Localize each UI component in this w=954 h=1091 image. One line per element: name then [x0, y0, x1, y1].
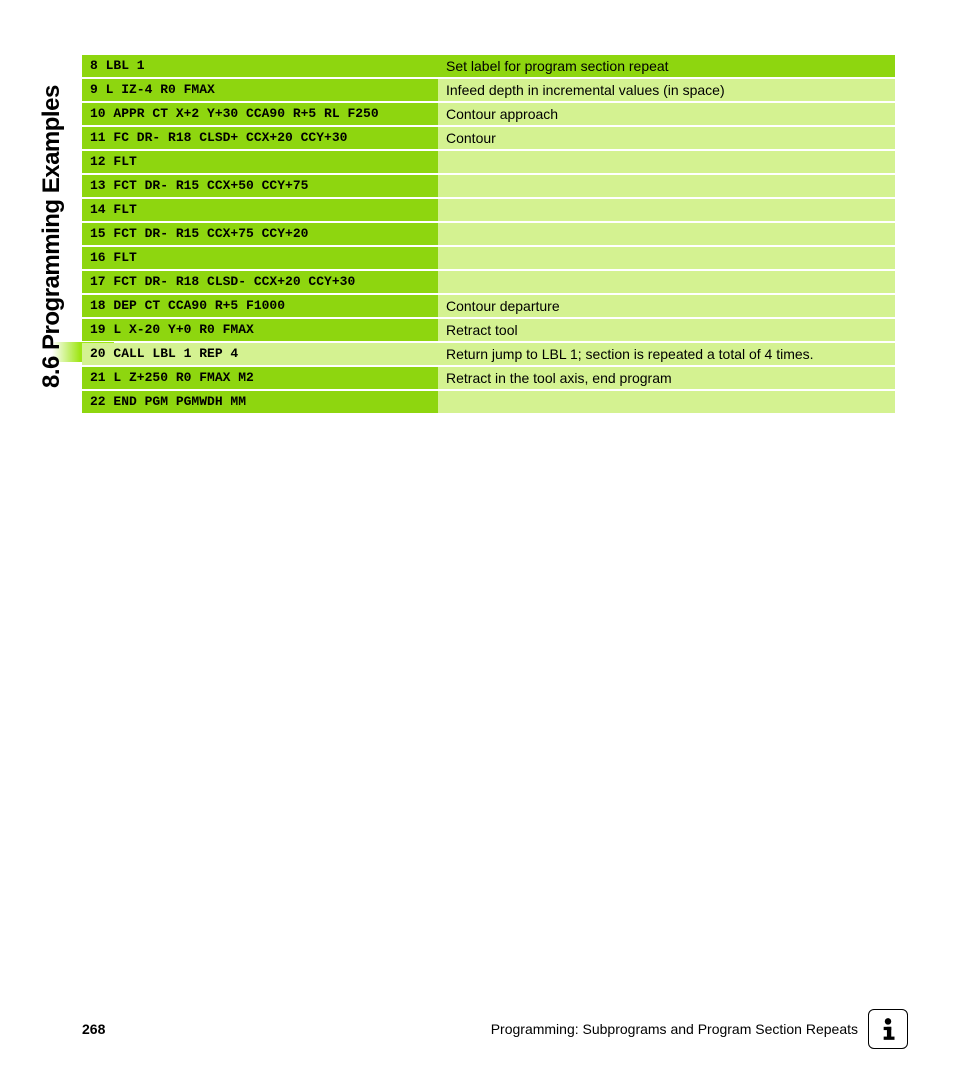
code-cell: 22 END PGM PGMWDH MM [82, 391, 438, 413]
program-code-table: 8 LBL 1Set label for program section rep… [82, 55, 895, 415]
code-cell: 10 APPR CT X+2 Y+30 CCA90 R+5 RL F250 [82, 103, 438, 125]
description-cell [438, 175, 895, 197]
code-cell: 11 FC DR- R18 CLSD+ CCX+20 CCY+30 [82, 127, 438, 149]
table-row: 18 DEP CT CCA90 R+5 F1000Contour departu… [82, 295, 895, 317]
code-cell: 17 FCT DR- R18 CLSD- CCX+20 CCY+30 [82, 271, 438, 293]
description-cell: Contour [438, 127, 895, 149]
table-row: 13 FCT DR- R15 CCX+50 CCY+75 [82, 175, 895, 197]
table-row: 16 FLT [82, 247, 895, 269]
table-row: 10 APPR CT X+2 Y+30 CCA90 R+5 RL F250Con… [82, 103, 895, 125]
info-icon [868, 1009, 908, 1049]
description-cell: Contour departure [438, 295, 895, 317]
page-number: 268 [82, 1021, 105, 1037]
description-cell: Retract tool [438, 319, 895, 341]
chapter-title: Programming: Subprograms and Program Sec… [491, 1021, 858, 1037]
code-cell: 19 L X-20 Y+0 R0 FMAX [82, 319, 438, 341]
description-cell: Return jump to LBL 1; section is repeate… [438, 343, 895, 365]
code-cell: 15 FCT DR- R15 CCX+75 CCY+20 [82, 223, 438, 245]
table-row: 12 FLT [82, 151, 895, 173]
code-cell: 12 FLT [82, 151, 438, 173]
footer-right-group: Programming: Subprograms and Program Sec… [491, 1009, 908, 1049]
code-cell: 8 LBL 1 [82, 55, 438, 77]
table-row: 14 FLT [82, 199, 895, 221]
code-cell: 16 FLT [82, 247, 438, 269]
table-row: 9 L IZ-4 R0 FMAXInfeed depth in incremen… [82, 79, 895, 101]
table-row: 17 FCT DR- R18 CLSD- CCX+20 CCY+30 [82, 271, 895, 293]
section-title-vertical: 8.6 Programming Examples [38, 85, 66, 388]
table-row: 15 FCT DR- R15 CCX+75 CCY+20 [82, 223, 895, 245]
table-row: 22 END PGM PGMWDH MM [82, 391, 895, 413]
description-cell [438, 271, 895, 293]
page-container: 8.6 Programming Examples 8 LBL 1Set labe… [0, 0, 954, 1091]
description-cell [438, 391, 895, 413]
table-row: 21 L Z+250 R0 FMAX M2Retract in the tool… [82, 367, 895, 389]
description-cell: Contour approach [438, 103, 895, 125]
description-cell [438, 247, 895, 269]
code-cell: 18 DEP CT CCA90 R+5 F1000 [82, 295, 438, 317]
table-row: 8 LBL 1Set label for program section rep… [82, 55, 895, 77]
code-cell: 14 FLT [82, 199, 438, 221]
code-cell: 13 FCT DR- R15 CCX+50 CCY+75 [82, 175, 438, 197]
table-row: 19 L X-20 Y+0 R0 FMAXRetract tool [82, 319, 895, 341]
description-cell: Infeed depth in incremental values (in s… [438, 79, 895, 101]
page-footer: 268 Programming: Subprograms and Program… [82, 1009, 908, 1049]
description-cell [438, 223, 895, 245]
table-row: 11 FC DR- R18 CLSD+ CCX+20 CCY+30Contour [82, 127, 895, 149]
description-cell: Retract in the tool axis, end program [438, 367, 895, 389]
code-cell: 21 L Z+250 R0 FMAX M2 [82, 367, 438, 389]
code-cell: 9 L IZ-4 R0 FMAX [82, 79, 438, 101]
description-cell: Set label for program section repeat [438, 55, 895, 77]
code-cell: 20 CALL LBL 1 REP 4 [82, 343, 438, 365]
description-cell [438, 199, 895, 221]
table-row: 20 CALL LBL 1 REP 4Return jump to LBL 1;… [82, 343, 895, 365]
description-cell [438, 151, 895, 173]
